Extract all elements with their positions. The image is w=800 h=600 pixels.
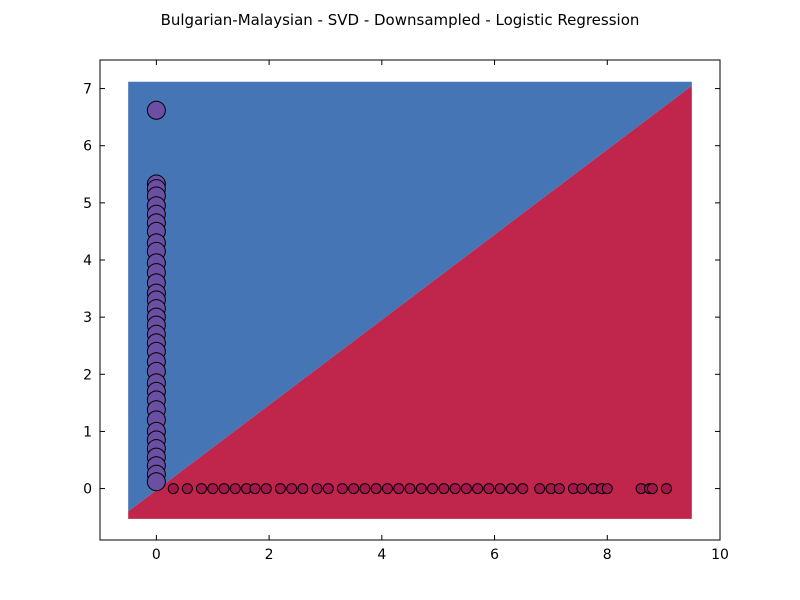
data-point bbox=[427, 483, 439, 495]
x-tick-label: 2 bbox=[265, 547, 274, 563]
x-tick-label: 10 bbox=[711, 547, 729, 563]
data-point bbox=[336, 483, 348, 495]
y-tick-label: 0 bbox=[83, 482, 92, 498]
decision-regions bbox=[128, 81, 692, 519]
data-point bbox=[381, 483, 393, 495]
y-tick-label: 6 bbox=[83, 139, 92, 155]
data-point bbox=[322, 483, 334, 495]
data-point bbox=[274, 483, 286, 495]
y-tick-label: 3 bbox=[83, 310, 92, 326]
x-tick-label: 0 bbox=[152, 547, 161, 563]
data-point bbox=[393, 483, 405, 495]
data-point bbox=[449, 483, 461, 495]
data-point bbox=[218, 483, 230, 495]
upper-class-region bbox=[128, 81, 692, 512]
data-point bbox=[167, 483, 179, 495]
data-point bbox=[660, 483, 672, 495]
data-point bbox=[286, 483, 298, 495]
data-point bbox=[438, 483, 450, 495]
data-point bbox=[505, 483, 517, 495]
data-point bbox=[472, 483, 484, 495]
data-point bbox=[483, 483, 495, 495]
y-tick-label: 7 bbox=[83, 82, 92, 98]
data-point bbox=[229, 483, 241, 495]
scatter-points bbox=[146, 100, 672, 495]
data-point bbox=[207, 483, 219, 495]
axis-ticks: 0 2 4 6 8 10 0 1 2 3 4 5 6 7 bbox=[83, 60, 729, 563]
data-point bbox=[249, 483, 261, 495]
data-point bbox=[146, 472, 166, 492]
plot-frame bbox=[99, 59, 721, 541]
data-point bbox=[311, 483, 323, 495]
data-point bbox=[195, 483, 207, 495]
data-point bbox=[601, 483, 613, 495]
data-point bbox=[181, 483, 193, 495]
x-tick-label: 6 bbox=[490, 547, 499, 563]
data-point bbox=[646, 483, 658, 495]
data-point bbox=[260, 483, 272, 495]
y-tick-label: 2 bbox=[83, 367, 92, 383]
data-point bbox=[415, 483, 427, 495]
data-point bbox=[297, 483, 309, 495]
data-point bbox=[370, 483, 382, 495]
y-tick-label: 5 bbox=[83, 196, 92, 212]
x-tick-label: 4 bbox=[377, 547, 386, 563]
lower-class-region bbox=[128, 85, 692, 519]
y-tick-label: 4 bbox=[83, 253, 92, 269]
data-point bbox=[359, 483, 371, 495]
data-point bbox=[404, 483, 416, 495]
data-point bbox=[146, 100, 166, 120]
x-tick-label: 8 bbox=[603, 547, 612, 563]
data-point bbox=[576, 483, 588, 495]
data-point bbox=[494, 483, 506, 495]
data-point bbox=[348, 483, 360, 495]
data-point bbox=[517, 483, 529, 495]
data-point bbox=[460, 483, 472, 495]
y-tick-label: 1 bbox=[83, 424, 92, 440]
data-point bbox=[534, 483, 546, 495]
chart-title: Bulgarian-Malaysian - SVD - Downsampled … bbox=[161, 11, 640, 29]
data-point bbox=[553, 483, 565, 495]
